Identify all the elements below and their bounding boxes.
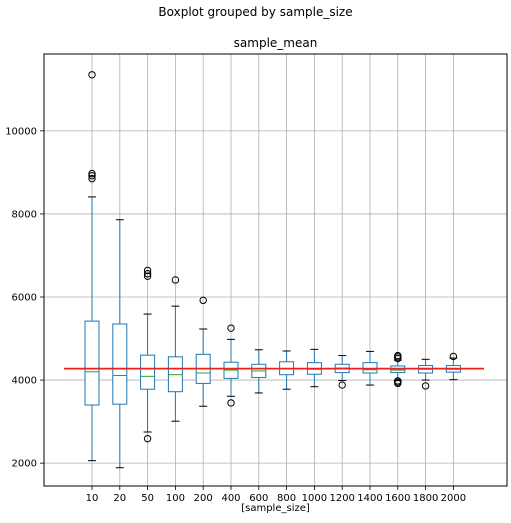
iqr-box [85,321,99,405]
x-axis-label: [sample_size] [44,503,507,514]
box-group-600 [252,350,266,393]
y-tick-label: 4000 [12,376,37,387]
plot-area-frame [44,54,507,486]
x-axis-ticks: 10 20 50 100 200 400 600 800 1000 1200 1400 1600 180… [86,486,466,504]
y-axis-ticks: 2000 4000 6000 8000 10000 [5,126,44,469]
grid-lines [44,54,507,486]
iqr-box [113,324,127,404]
y-tick-label: 10000 [5,126,37,137]
y-tick-label: 6000 [12,293,37,304]
chart-title: sample_mean [44,36,507,50]
y-tick-label: 2000 [12,459,37,470]
box-group-800 [280,351,294,389]
box-group-20 [113,220,127,468]
iqr-box [141,355,155,389]
y-tick-label: 8000 [12,209,37,220]
figure-suptitle: Boxplot grouped by sample_size [0,5,511,19]
